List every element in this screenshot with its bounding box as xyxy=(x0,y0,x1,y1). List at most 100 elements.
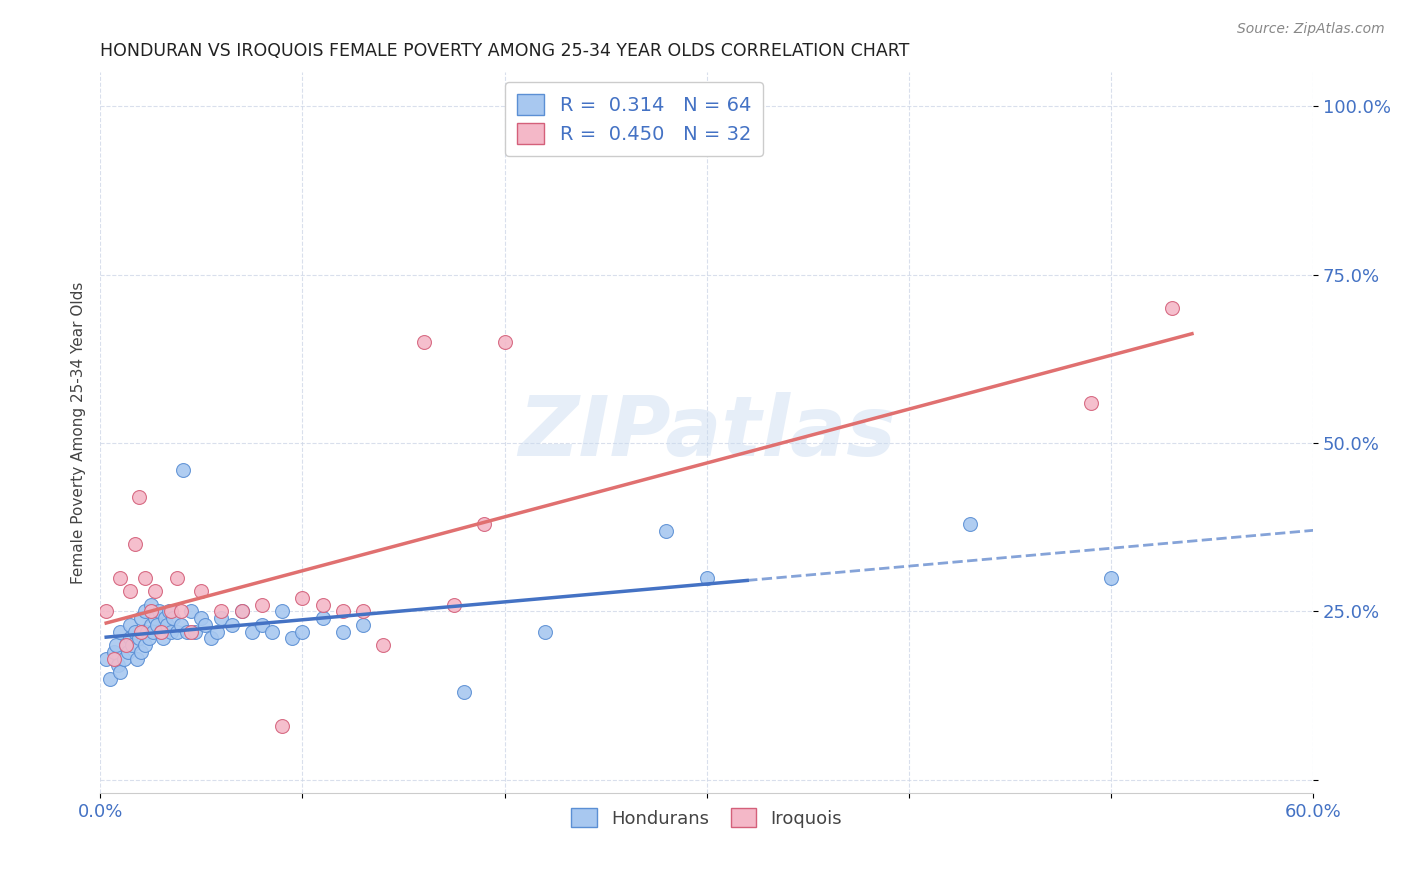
Point xyxy=(134,638,156,652)
Point xyxy=(200,632,222,646)
Point xyxy=(170,604,193,618)
Point xyxy=(332,624,354,639)
Point xyxy=(352,604,374,618)
Point xyxy=(311,611,333,625)
Point xyxy=(129,611,152,625)
Point xyxy=(231,604,253,618)
Point xyxy=(125,651,148,665)
Point xyxy=(156,618,179,632)
Point xyxy=(103,651,125,665)
Point xyxy=(135,624,157,639)
Point xyxy=(115,638,138,652)
Point xyxy=(373,638,395,652)
Point xyxy=(472,516,495,531)
Point xyxy=(131,624,153,639)
Point xyxy=(160,624,183,639)
Point xyxy=(180,624,202,639)
Point xyxy=(160,604,183,618)
Point xyxy=(190,611,212,625)
Point xyxy=(172,463,194,477)
Legend: Hondurans, Iroquois: Hondurans, Iroquois xyxy=(564,800,849,835)
Point xyxy=(176,624,198,639)
Point xyxy=(166,624,188,639)
Point xyxy=(157,604,180,618)
Text: HONDURAN VS IROQUOIS FEMALE POVERTY AMONG 25-34 YEAR OLDS CORRELATION CHART: HONDURAN VS IROQUOIS FEMALE POVERTY AMON… xyxy=(100,42,910,60)
Point xyxy=(153,611,176,625)
Point xyxy=(534,624,557,639)
Point xyxy=(138,632,160,646)
Point xyxy=(162,611,184,625)
Point xyxy=(149,624,172,639)
Point xyxy=(152,632,174,646)
Text: ZIPatlas: ZIPatlas xyxy=(517,392,896,474)
Point xyxy=(120,618,142,632)
Point xyxy=(332,604,354,618)
Point xyxy=(117,645,139,659)
Point xyxy=(139,598,162,612)
Point xyxy=(352,618,374,632)
Point xyxy=(143,611,166,625)
Point xyxy=(412,334,434,349)
Point xyxy=(120,584,142,599)
Point xyxy=(1160,301,1182,316)
Point xyxy=(124,624,146,639)
Point xyxy=(148,604,170,618)
Point xyxy=(207,624,229,639)
Point xyxy=(959,516,981,531)
Point xyxy=(1099,571,1122,585)
Point xyxy=(98,672,121,686)
Point xyxy=(134,571,156,585)
Point xyxy=(696,571,718,585)
Point xyxy=(105,638,128,652)
Point xyxy=(311,598,333,612)
Point xyxy=(96,651,118,665)
Point xyxy=(180,604,202,618)
Point xyxy=(194,618,217,632)
Point xyxy=(184,624,207,639)
Point xyxy=(121,638,143,652)
Point xyxy=(281,632,304,646)
Point xyxy=(250,618,273,632)
Point xyxy=(107,658,129,673)
Point xyxy=(115,638,138,652)
Point xyxy=(221,618,243,632)
Point xyxy=(145,618,167,632)
Point xyxy=(110,624,132,639)
Point xyxy=(166,571,188,585)
Point xyxy=(139,604,162,618)
Point xyxy=(291,624,314,639)
Point xyxy=(149,624,172,639)
Point xyxy=(129,624,152,639)
Point xyxy=(139,618,162,632)
Point xyxy=(129,645,152,659)
Point xyxy=(120,632,142,646)
Point xyxy=(209,611,232,625)
Point xyxy=(291,591,314,605)
Point xyxy=(655,524,678,538)
Point xyxy=(124,537,146,551)
Point xyxy=(231,604,253,618)
Point xyxy=(494,334,516,349)
Point xyxy=(443,598,465,612)
Point xyxy=(260,624,283,639)
Y-axis label: Female Poverty Among 25-34 Year Olds: Female Poverty Among 25-34 Year Olds xyxy=(72,282,86,584)
Point xyxy=(271,604,294,618)
Point xyxy=(128,632,150,646)
Text: Source: ZipAtlas.com: Source: ZipAtlas.com xyxy=(1237,22,1385,37)
Point xyxy=(103,645,125,659)
Point xyxy=(271,719,294,733)
Point xyxy=(170,618,193,632)
Point xyxy=(250,598,273,612)
Point xyxy=(112,651,135,665)
Point xyxy=(96,604,118,618)
Point xyxy=(128,490,150,504)
Point xyxy=(240,624,263,639)
Point xyxy=(453,685,475,699)
Point xyxy=(1080,395,1102,409)
Point xyxy=(110,665,132,679)
Point xyxy=(110,571,132,585)
Point xyxy=(143,584,166,599)
Point xyxy=(209,604,232,618)
Point xyxy=(190,584,212,599)
Point xyxy=(134,604,156,618)
